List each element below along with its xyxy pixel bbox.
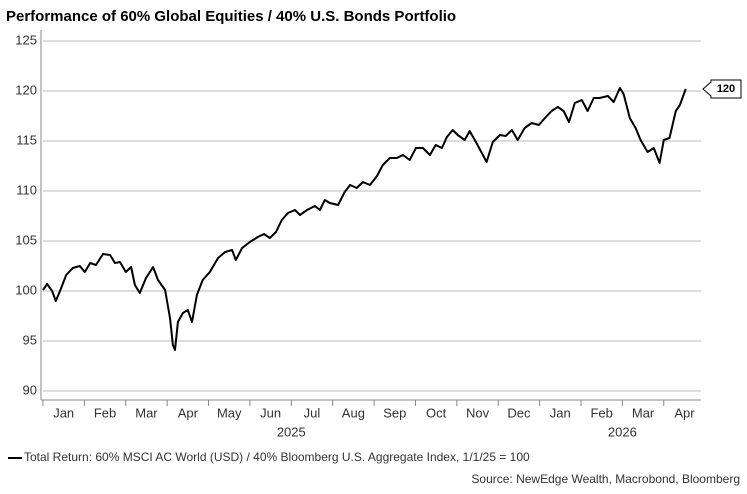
- x-tick-label: Nov: [466, 405, 490, 420]
- chart-title: Performance of 60% Global Equities / 40%…: [6, 8, 456, 25]
- y-tick-label: 125: [15, 32, 37, 47]
- x-tick-label: Apr: [674, 405, 695, 420]
- x-tick-label: Jan: [550, 405, 571, 420]
- x-tick-label: Feb: [590, 405, 612, 420]
- x-tick-label: Jun: [260, 405, 281, 420]
- source: Source: NewEdge Wealth, Macrobond, Bloom…: [471, 472, 740, 486]
- year-label: 2025: [277, 424, 306, 439]
- y-tick-label: 120: [15, 82, 37, 97]
- x-tick-label: Sep: [383, 405, 406, 420]
- y-tick-label: 115: [16, 132, 37, 147]
- x-tick-label: Jan: [53, 405, 74, 420]
- x-tick-label: Oct: [426, 405, 447, 420]
- x-tick-label: Mar: [632, 405, 655, 420]
- series-line: [42, 87, 687, 351]
- year-label: 2026: [608, 424, 637, 439]
- y-tick-label: 100: [15, 282, 37, 297]
- end-label: 120: [717, 83, 735, 95]
- y-tick-label: 105: [15, 232, 37, 247]
- legend-label: Total Return: 60% MSCI AC World (USD) / …: [24, 450, 530, 464]
- x-tick-label: Feb: [94, 405, 116, 420]
- x-tick-label: Dec: [507, 405, 531, 420]
- y-tick-label: 110: [16, 182, 37, 197]
- end-label-box: [702, 79, 742, 99]
- y-tick-label: 95: [23, 332, 37, 347]
- y-tick-label: 90: [23, 382, 37, 397]
- x-tick-label: Apr: [178, 405, 199, 420]
- x-tick-label: Aug: [342, 405, 365, 420]
- x-tick-label: May: [217, 405, 242, 420]
- x-tick-label: Mar: [135, 405, 158, 420]
- x-tick-label: Jul: [304, 405, 321, 420]
